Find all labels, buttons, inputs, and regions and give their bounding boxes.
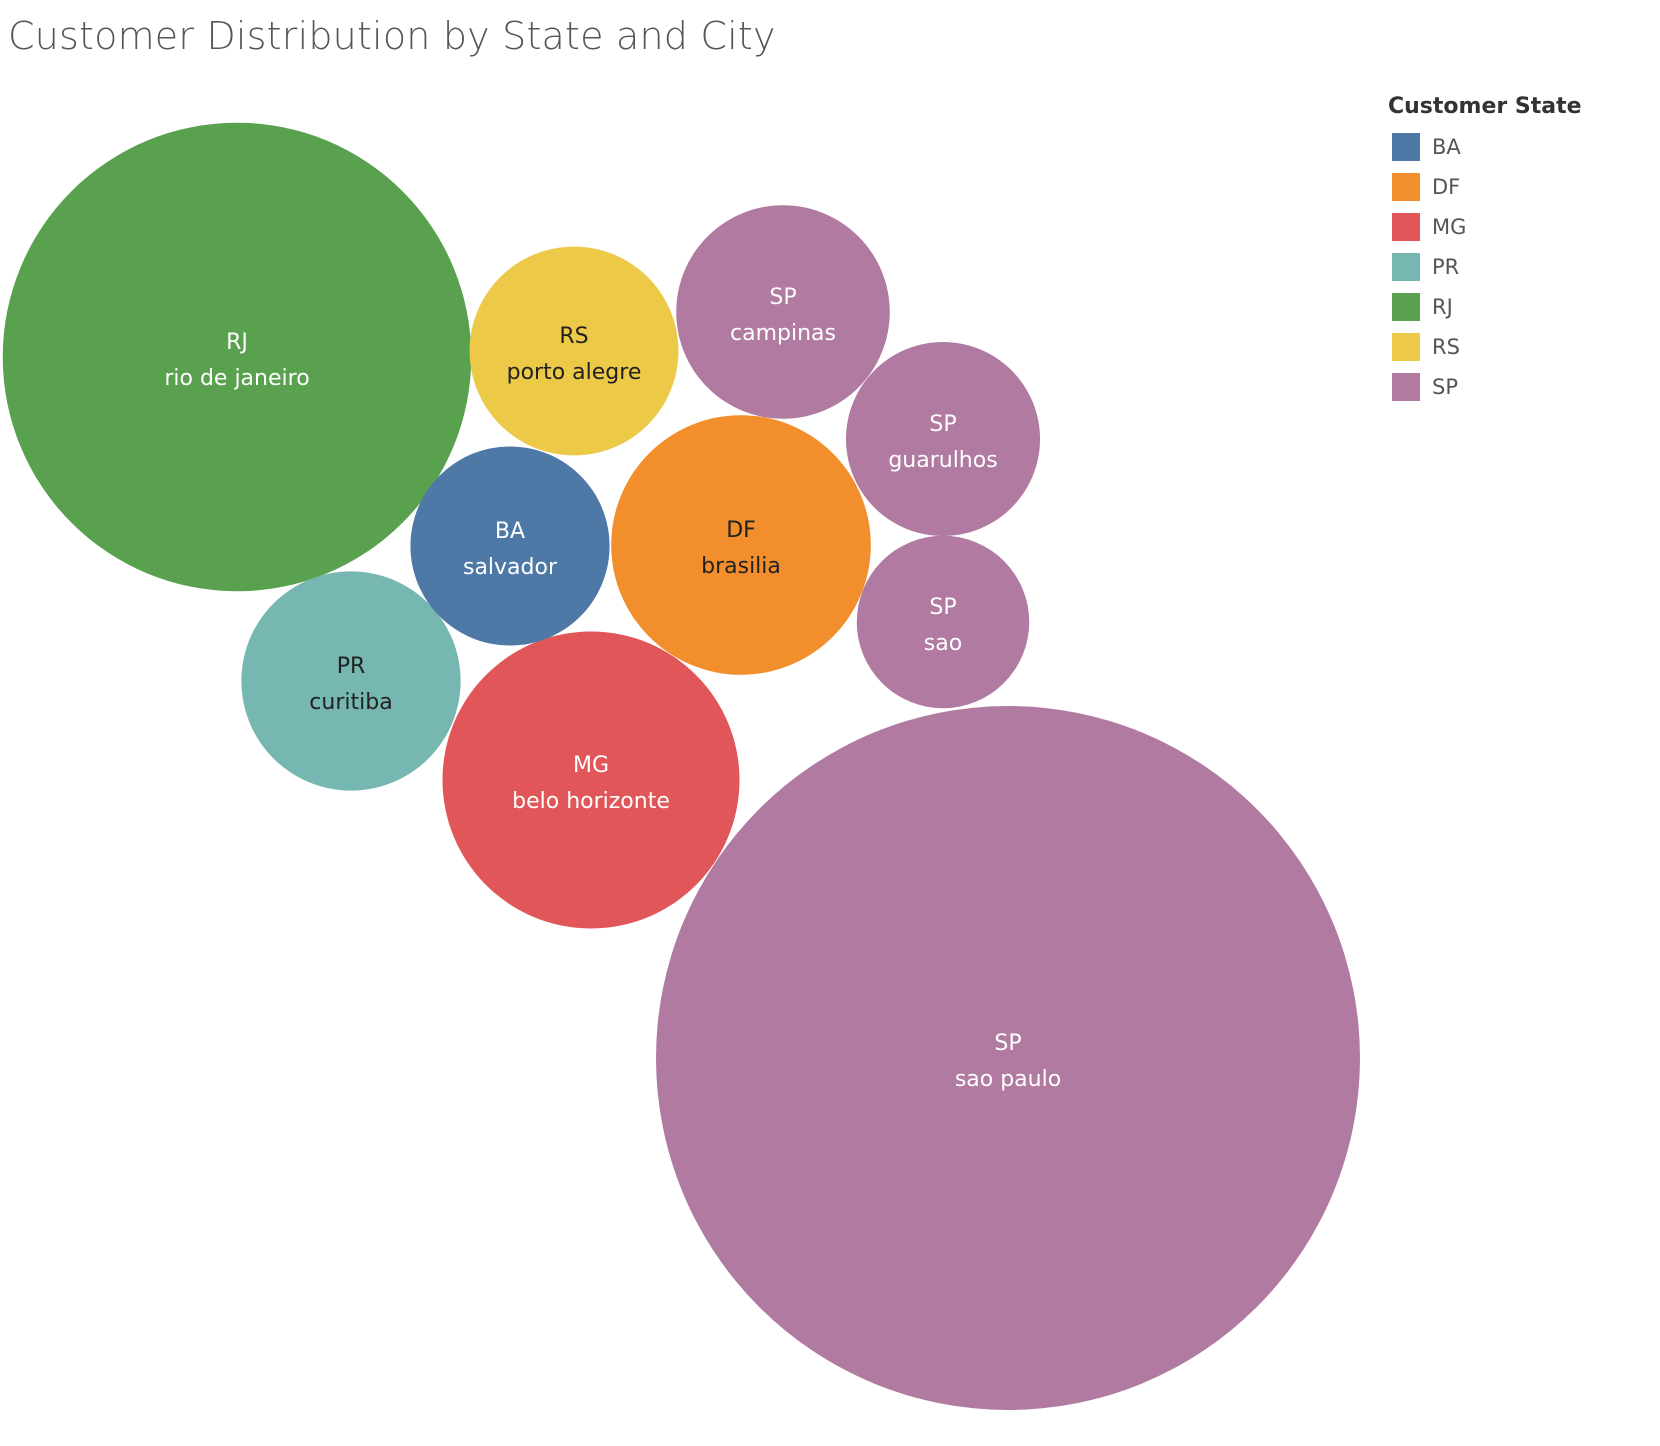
legend-label: RJ [1432,295,1453,319]
bubble-circle[interactable] [656,706,1360,1410]
bubble-mg-belo-horizonte[interactable]: MG belo horizonte [442,631,740,929]
bubble-city-label: campinas [730,321,836,346]
legend-swatch [1392,213,1420,241]
bubble-city-label: porto alegre [507,360,642,385]
bubble-circle[interactable] [241,571,461,791]
bubble-sp-sao-paulo[interactable]: SP sao paulo [656,706,1360,1410]
bubble-state-label: RJ [226,330,248,355]
bubble-city-label: sao [924,631,962,656]
legend-item-sp[interactable]: SP [1388,367,1648,407]
legend-swatch [1392,333,1420,361]
legend-item-pr[interactable]: PR [1388,247,1648,287]
bubble-state-label: SP [929,595,956,620]
bubble-state-label: BA [495,519,525,544]
bubble-state-label: SP [929,412,956,437]
bubble-rs-porto-alegre[interactable]: RS porto alegre [469,246,679,456]
bubble-city-label: sao paulo [955,1067,1061,1092]
bubble-circle[interactable] [845,341,1041,537]
legend: Customer State BA DF MG PR RJ RS SP [1388,94,1648,407]
bubble-chart: SP sao paulo RJ rio de janeiro MG belo horizo… [2,122,1360,1410]
bubble-circle[interactable] [442,631,740,929]
bubble-state-label: MG [573,753,609,778]
legend-swatch [1392,373,1420,401]
bubble-city-label: salvador [463,555,558,580]
bubble-circle[interactable] [2,122,472,592]
legend-item-df[interactable]: DF [1388,167,1648,207]
bubble-sp-guarulhos[interactable]: SP guarulhos [845,341,1041,537]
legend-label: SP [1432,375,1458,399]
bubble-state-label: DF [726,518,756,543]
legend-items: BA DF MG PR RJ RS SP [1388,127,1648,407]
legend-label: BA [1432,135,1461,159]
bubble-ba-salvador[interactable]: BA salvador [410,446,610,646]
bubble-sp-sao[interactable]: SP sao [856,535,1030,709]
legend-label: DF [1432,175,1461,199]
legend-label: PR [1432,255,1460,279]
chart-title: Customer Distribution by State and City [8,14,776,58]
bubble-circle[interactable] [410,446,610,646]
bubble-circle[interactable] [676,205,890,419]
legend-swatch [1392,173,1420,201]
bubble-city-label: curitiba [309,690,392,715]
bubble-state-label: SP [769,285,796,310]
legend-swatch [1392,253,1420,281]
legend-item-ba[interactable]: BA [1388,127,1648,167]
bubble-city-label: brasilia [701,554,781,579]
bubble-city-label: rio de janeiro [164,366,309,391]
bubble-state-label: PR [337,654,366,679]
bubble-rj-rio-de-janeiro[interactable]: RJ rio de janeiro [2,122,472,592]
bubble-state-label: RS [559,324,588,349]
legend-item-rj[interactable]: RJ [1388,287,1648,327]
legend-label: RS [1432,335,1460,359]
bubble-circle[interactable] [611,415,871,675]
legend-label: MG [1432,215,1467,239]
bubble-circle[interactable] [469,246,679,456]
legend-title: Customer State [1388,94,1582,119]
legend-item-rs[interactable]: RS [1388,327,1648,367]
bubble-sp-campinas[interactable]: SP campinas [676,205,890,419]
bubble-city-label: belo horizonte [512,789,670,814]
legend-swatch [1392,133,1420,161]
bubble-city-label: guarulhos [888,448,997,473]
bubble-state-label: SP [994,1031,1021,1056]
legend-item-mg[interactable]: MG [1388,207,1648,247]
bubble-pr-curitiba[interactable]: PR curitiba [241,571,461,791]
bubble-df-brasilia[interactable]: DF brasilia [611,415,871,675]
legend-swatch [1392,293,1420,321]
bubble-circle[interactable] [856,535,1030,709]
